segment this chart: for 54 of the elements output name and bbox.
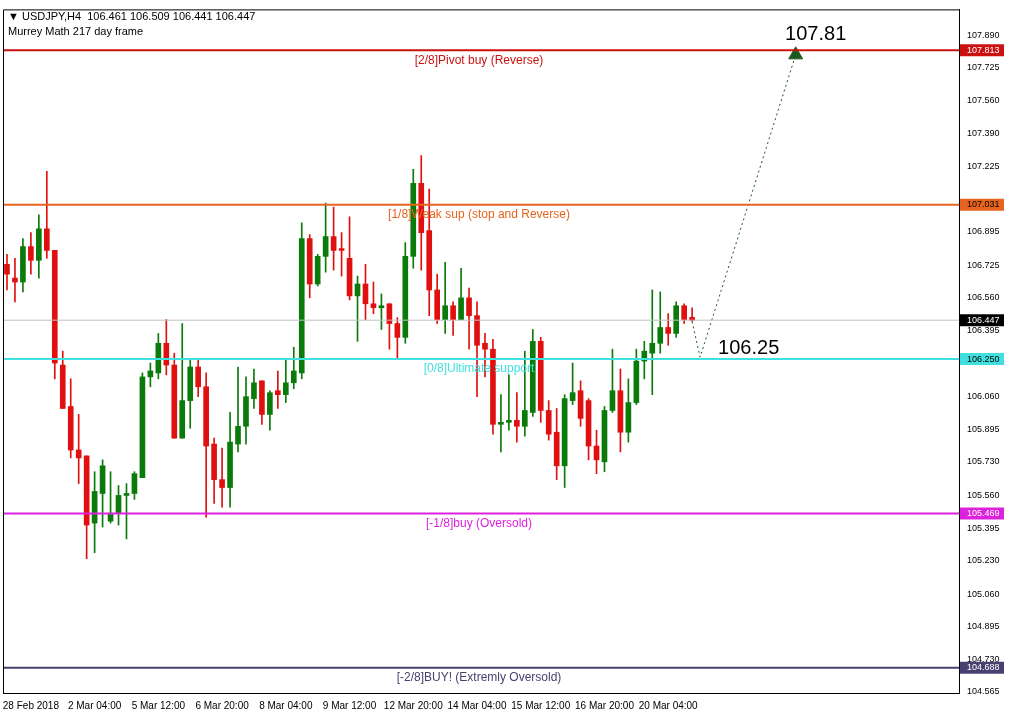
y-tick-label: 106.895 (967, 226, 1000, 237)
y-tick-label: 104.895 (967, 621, 1000, 632)
chart-title: ▼ USDJPY,H4 106.461 106.509 106.441 106.447 (8, 9, 256, 24)
y-tick-label: 105.230 (967, 555, 1000, 566)
y-tick-label: 107.813 (967, 44, 1000, 55)
candlestick (498, 394, 504, 453)
x-tick-label: 9 Mar 12:00 (322, 699, 377, 711)
candlestick (75, 414, 82, 484)
y-tick-label: 105.560 (967, 489, 1000, 500)
y-tick-label: 107.725 (967, 62, 1000, 73)
candlestick (506, 374, 512, 431)
y-tick-label: 107.225 (967, 160, 1000, 171)
x-tick-label: 28 Feb 2018 (2, 699, 60, 711)
annotation: 107.81 (785, 22, 847, 45)
y-tick-label: 104.565 (967, 686, 1000, 697)
y-tick-label: 107.890 (967, 29, 1000, 40)
x-tick-label: 14 Mar 04:00 (447, 699, 507, 711)
candlestick (665, 313, 672, 346)
candlestick (514, 392, 520, 443)
x-tick-label: 12 Mar 20:00 (383, 699, 444, 711)
ref-line-label: [-2/8]BUY! (Extremly Oversold) (396, 670, 562, 685)
annotation: 106.25 (718, 335, 780, 358)
candlestick (442, 261, 448, 334)
y-tick-label: 106.060 (967, 391, 1000, 402)
y-tick-label: 104.688 (967, 662, 1000, 673)
y-tick-label: 104.730 (967, 653, 1000, 664)
text: Murrey Math 217 day frame (8, 24, 145, 39)
y-tick-label: 105.395 (967, 522, 1000, 533)
y-tick-label: 107.560 (967, 94, 1000, 105)
ref-line-label: [2/8]Pivot buy (Reverse) (414, 52, 544, 67)
y-tick-label: 105.730 (967, 456, 1000, 467)
y-tick-label: 105.060 (967, 588, 1000, 599)
x-tick-label: 20 Mar 04:00 (638, 699, 699, 711)
candlestick (219, 447, 225, 508)
candlestick (275, 370, 281, 409)
y-tick-label: 105.895 (967, 423, 1000, 434)
y-tick-label: 107.390 (967, 128, 1000, 139)
y-tick-label: 106.560 (967, 292, 1000, 303)
x-tick-label: 8 Mar 04:00 (259, 699, 313, 711)
candlestick (235, 366, 241, 453)
candlestick (649, 289, 656, 395)
candlestick (12, 258, 18, 303)
y-tick-label: 107.031 (967, 199, 1000, 210)
x-tick-label: 16 Mar 20:00 (575, 699, 635, 711)
x-tick-label: 15 Mar 12:00 (511, 699, 571, 711)
y-tick-label: 106.447 (967, 314, 1000, 325)
y-tick-label: 105.469 (967, 507, 1000, 518)
y-tick-label: 106.395 (967, 324, 1000, 335)
x-tick-label: 6 Mar 20:00 (195, 699, 250, 711)
x-tick-label: 5 Mar 12:00 (131, 699, 186, 711)
y-tick-label: 106.250 (967, 353, 1000, 364)
y-tick-label: 106.725 (967, 259, 1000, 270)
x-tick-label: 2 Mar 04:00 (67, 699, 122, 711)
ref-line-label: [-1/8]buy (Oversold) (425, 515, 533, 530)
